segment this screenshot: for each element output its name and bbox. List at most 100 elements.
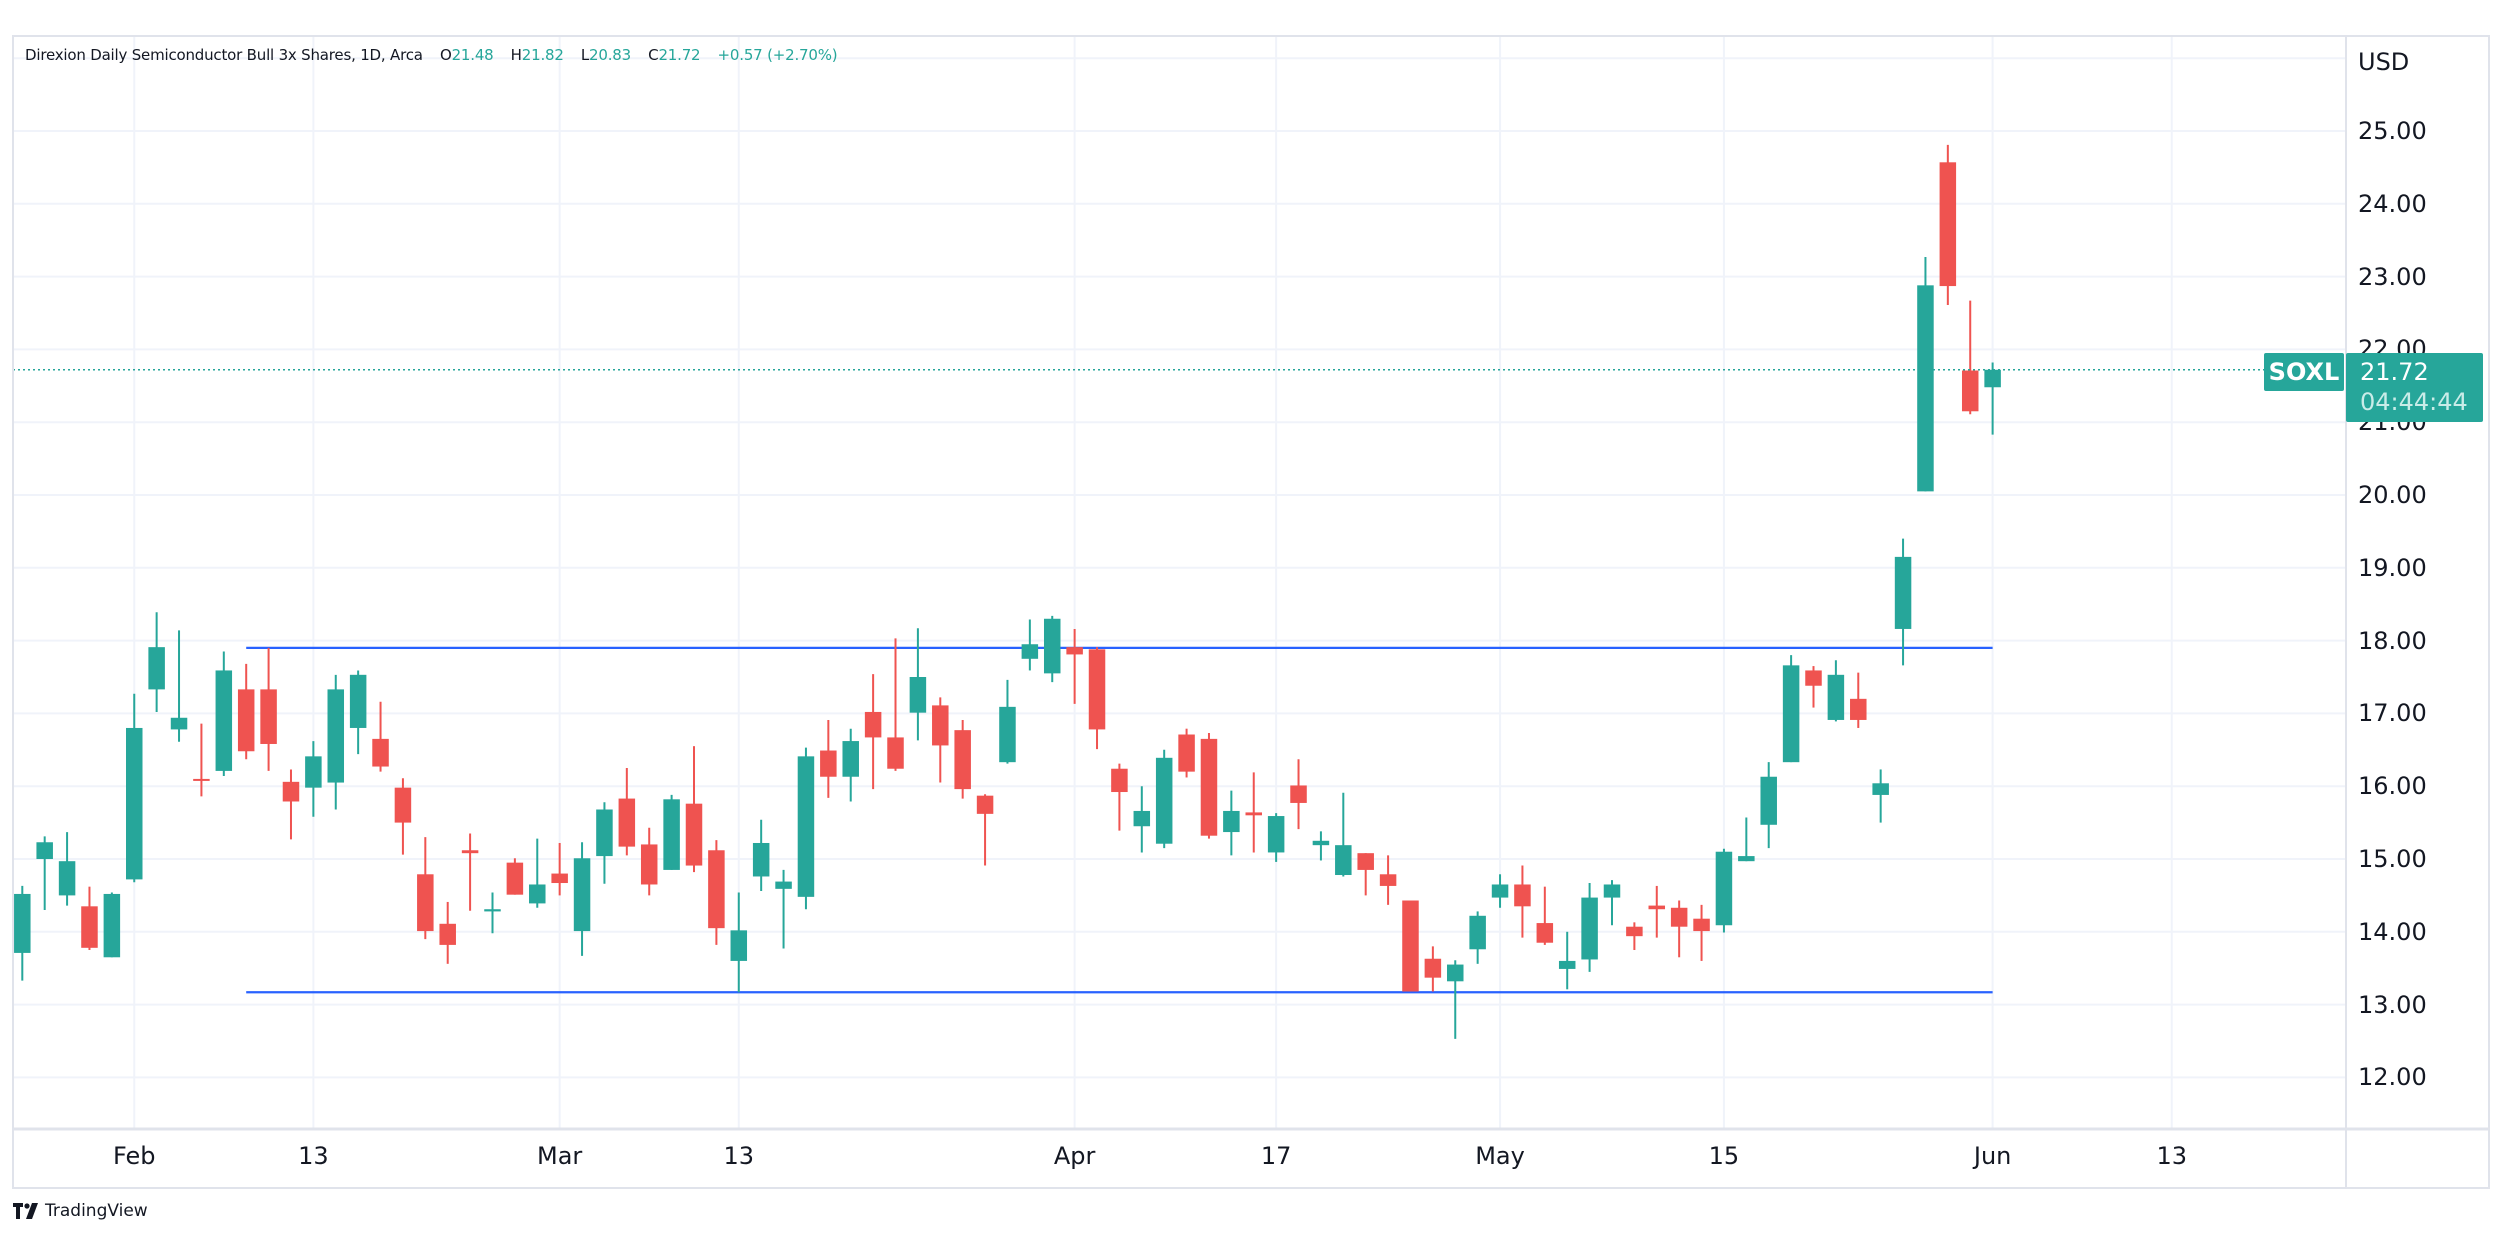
candle[interactable] bbox=[573, 842, 591, 956]
candle[interactable] bbox=[640, 827, 658, 896]
candle[interactable] bbox=[1782, 655, 1800, 763]
candle[interactable] bbox=[1469, 911, 1486, 964]
candle-body bbox=[1223, 810, 1240, 833]
candle[interactable] bbox=[1670, 900, 1688, 958]
candle[interactable] bbox=[1491, 874, 1509, 908]
candle[interactable] bbox=[1603, 880, 1621, 926]
candle[interactable] bbox=[14, 885, 31, 981]
candle[interactable] bbox=[932, 697, 949, 783]
candle[interactable] bbox=[1827, 660, 1845, 722]
candle[interactable] bbox=[1424, 946, 1442, 992]
candle[interactable] bbox=[126, 693, 143, 883]
candle[interactable] bbox=[730, 892, 748, 993]
candle[interactable] bbox=[1245, 772, 1263, 853]
candle[interactable] bbox=[708, 840, 725, 945]
candle[interactable] bbox=[484, 892, 501, 934]
candle[interactable] bbox=[1984, 362, 2001, 435]
tradingview-logo[interactable]: TradingView bbox=[13, 1201, 148, 1221]
candle[interactable] bbox=[1111, 763, 1128, 831]
candle[interactable] bbox=[1693, 904, 1710, 961]
candle[interactable] bbox=[1155, 749, 1173, 849]
trendlines[interactable] bbox=[246, 646, 1993, 994]
candle[interactable] bbox=[1267, 813, 1285, 862]
candle-body bbox=[775, 881, 792, 889]
candle[interactable] bbox=[439, 901, 456, 964]
candle[interactable] bbox=[1850, 672, 1867, 728]
candle[interactable] bbox=[215, 651, 233, 777]
candle[interactable] bbox=[1894, 538, 1912, 666]
candle[interactable] bbox=[775, 869, 792, 949]
candle[interactable] bbox=[1066, 628, 1083, 704]
candle[interactable] bbox=[1402, 900, 1419, 992]
low-value: 20.83 bbox=[589, 46, 631, 64]
candle-body bbox=[1693, 918, 1710, 932]
candle[interactable] bbox=[1872, 769, 1889, 823]
candle[interactable] bbox=[1581, 883, 1598, 972]
candle[interactable] bbox=[1917, 256, 1934, 492]
candle[interactable] bbox=[976, 794, 994, 866]
candle[interactable] bbox=[506, 858, 524, 895]
candle[interactable] bbox=[685, 746, 703, 873]
candle[interactable] bbox=[551, 842, 568, 896]
candle[interactable] bbox=[349, 670, 367, 755]
candle[interactable] bbox=[36, 836, 53, 910]
candle[interactable] bbox=[417, 837, 434, 940]
candle[interactable] bbox=[1223, 790, 1240, 856]
candle[interactable] bbox=[1939, 144, 1957, 305]
candle[interactable] bbox=[1133, 786, 1151, 853]
candle[interactable] bbox=[954, 719, 971, 799]
candle[interactable] bbox=[1447, 960, 1464, 1039]
candle[interactable] bbox=[1200, 733, 1218, 839]
candle-body bbox=[305, 756, 322, 788]
candle[interactable] bbox=[1760, 762, 1777, 849]
candle[interactable] bbox=[58, 832, 76, 906]
candle[interactable] bbox=[1357, 853, 1374, 896]
candle[interactable] bbox=[820, 719, 837, 798]
candle[interactable] bbox=[461, 833, 479, 911]
candle[interactable] bbox=[394, 778, 412, 855]
candle[interactable] bbox=[797, 747, 815, 910]
candle[interactable] bbox=[1088, 647, 1106, 750]
candle[interactable] bbox=[372, 701, 389, 772]
candle[interactable] bbox=[842, 728, 859, 802]
candle[interactable] bbox=[618, 768, 636, 856]
candle[interactable] bbox=[1626, 922, 1643, 950]
candle[interactable] bbox=[1648, 885, 1666, 938]
candle[interactable] bbox=[260, 647, 277, 771]
candle[interactable] bbox=[1536, 886, 1554, 945]
candle[interactable] bbox=[1715, 848, 1733, 933]
candle[interactable] bbox=[1335, 792, 1352, 877]
candle[interactable] bbox=[887, 638, 904, 771]
candle[interactable] bbox=[529, 838, 546, 908]
candle[interactable] bbox=[1178, 728, 1195, 778]
candle[interactable] bbox=[1738, 817, 1755, 862]
candle[interactable] bbox=[752, 819, 770, 892]
candle[interactable] bbox=[1961, 300, 1979, 415]
candle[interactable] bbox=[999, 679, 1016, 764]
candle[interactable] bbox=[1021, 619, 1039, 671]
candle[interactable] bbox=[1290, 759, 1307, 830]
candles[interactable] bbox=[14, 144, 2001, 1039]
candle[interactable] bbox=[1379, 855, 1397, 905]
candle[interactable] bbox=[1514, 865, 1531, 938]
candle[interactable] bbox=[103, 892, 121, 958]
candle[interactable] bbox=[663, 794, 680, 870]
candle[interactable] bbox=[596, 802, 613, 884]
candle[interactable] bbox=[81, 886, 98, 950]
candle[interactable] bbox=[1312, 831, 1330, 861]
currency-label[interactable]: USD bbox=[2358, 48, 2410, 76]
candle[interactable] bbox=[864, 674, 882, 790]
candle[interactable] bbox=[148, 612, 165, 712]
candle[interactable] bbox=[305, 741, 322, 817]
candle-body bbox=[1245, 812, 1262, 816]
candle[interactable] bbox=[1043, 615, 1061, 683]
candle[interactable] bbox=[1805, 666, 1822, 708]
candle[interactable] bbox=[282, 769, 300, 840]
candle[interactable] bbox=[170, 630, 188, 742]
candle[interactable] bbox=[193, 723, 210, 797]
candle[interactable] bbox=[327, 674, 345, 810]
candle[interactable] bbox=[237, 663, 255, 760]
candle[interactable] bbox=[1558, 931, 1576, 990]
candle[interactable] bbox=[909, 628, 927, 741]
